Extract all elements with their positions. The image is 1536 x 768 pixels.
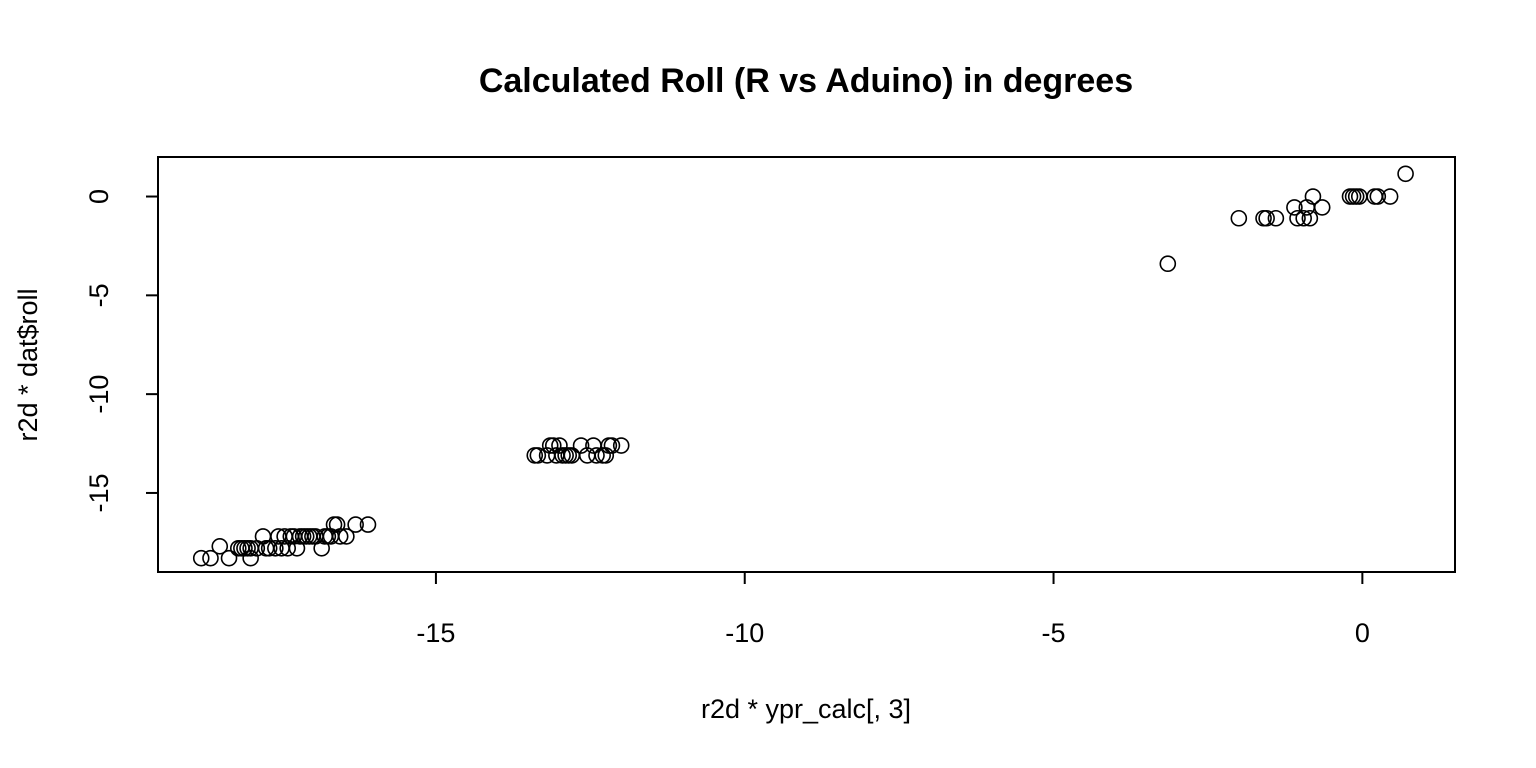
data-point <box>1304 188 1322 205</box>
data-point <box>220 549 238 567</box>
data-point <box>572 437 590 454</box>
data-point <box>359 516 377 533</box>
data-points <box>192 165 1414 567</box>
data-point <box>202 549 219 567</box>
data-point <box>551 437 568 454</box>
data-point <box>544 437 562 454</box>
data-point <box>1258 209 1275 227</box>
data-point <box>328 516 346 533</box>
data-point <box>1286 199 1303 216</box>
data-point <box>1366 188 1384 205</box>
data-point <box>612 437 630 454</box>
data-point <box>338 528 355 545</box>
x-axis-label: r2d * ypr_calc[, 3] <box>701 694 911 724</box>
y-tick-label: -10 <box>84 375 114 414</box>
plot-frame <box>157 156 1456 573</box>
data-point <box>597 447 615 464</box>
y-tick-label: 0 <box>84 189 114 204</box>
data-point <box>603 437 621 454</box>
data-point <box>242 549 259 567</box>
x-tick-label: 0 <box>1355 618 1370 648</box>
y-axis-label: r2d * dat$roll <box>13 288 43 441</box>
x-tick-label: -15 <box>416 618 455 648</box>
data-point <box>1289 209 1306 227</box>
data-point <box>1267 209 1285 227</box>
data-point <box>192 549 210 567</box>
x-tick-label: -5 <box>1042 618 1066 648</box>
data-point <box>1381 188 1399 205</box>
data-point <box>1369 188 1387 205</box>
data-point <box>1230 209 1248 227</box>
chart-title: Calculated Roll (R vs Aduino) in degrees <box>479 62 1133 100</box>
data-point <box>1397 165 1414 183</box>
data-point <box>1301 209 1319 227</box>
y-tick-label: -15 <box>84 473 114 512</box>
data-point <box>347 516 364 533</box>
y-tick-label: -5 <box>84 283 114 307</box>
y-axis: 0 -5 -10 -15 <box>84 189 158 512</box>
x-axis: -15 -10 -5 0 <box>416 572 1370 648</box>
data-point <box>211 538 229 555</box>
data-point <box>529 447 547 464</box>
data-point <box>331 528 349 545</box>
data-point <box>267 539 284 557</box>
x-tick-label: -10 <box>725 618 764 648</box>
data-point <box>588 447 605 464</box>
data-point <box>1159 255 1177 273</box>
data-point <box>1295 209 1312 227</box>
data-point <box>1313 199 1331 216</box>
data-point <box>260 539 278 557</box>
